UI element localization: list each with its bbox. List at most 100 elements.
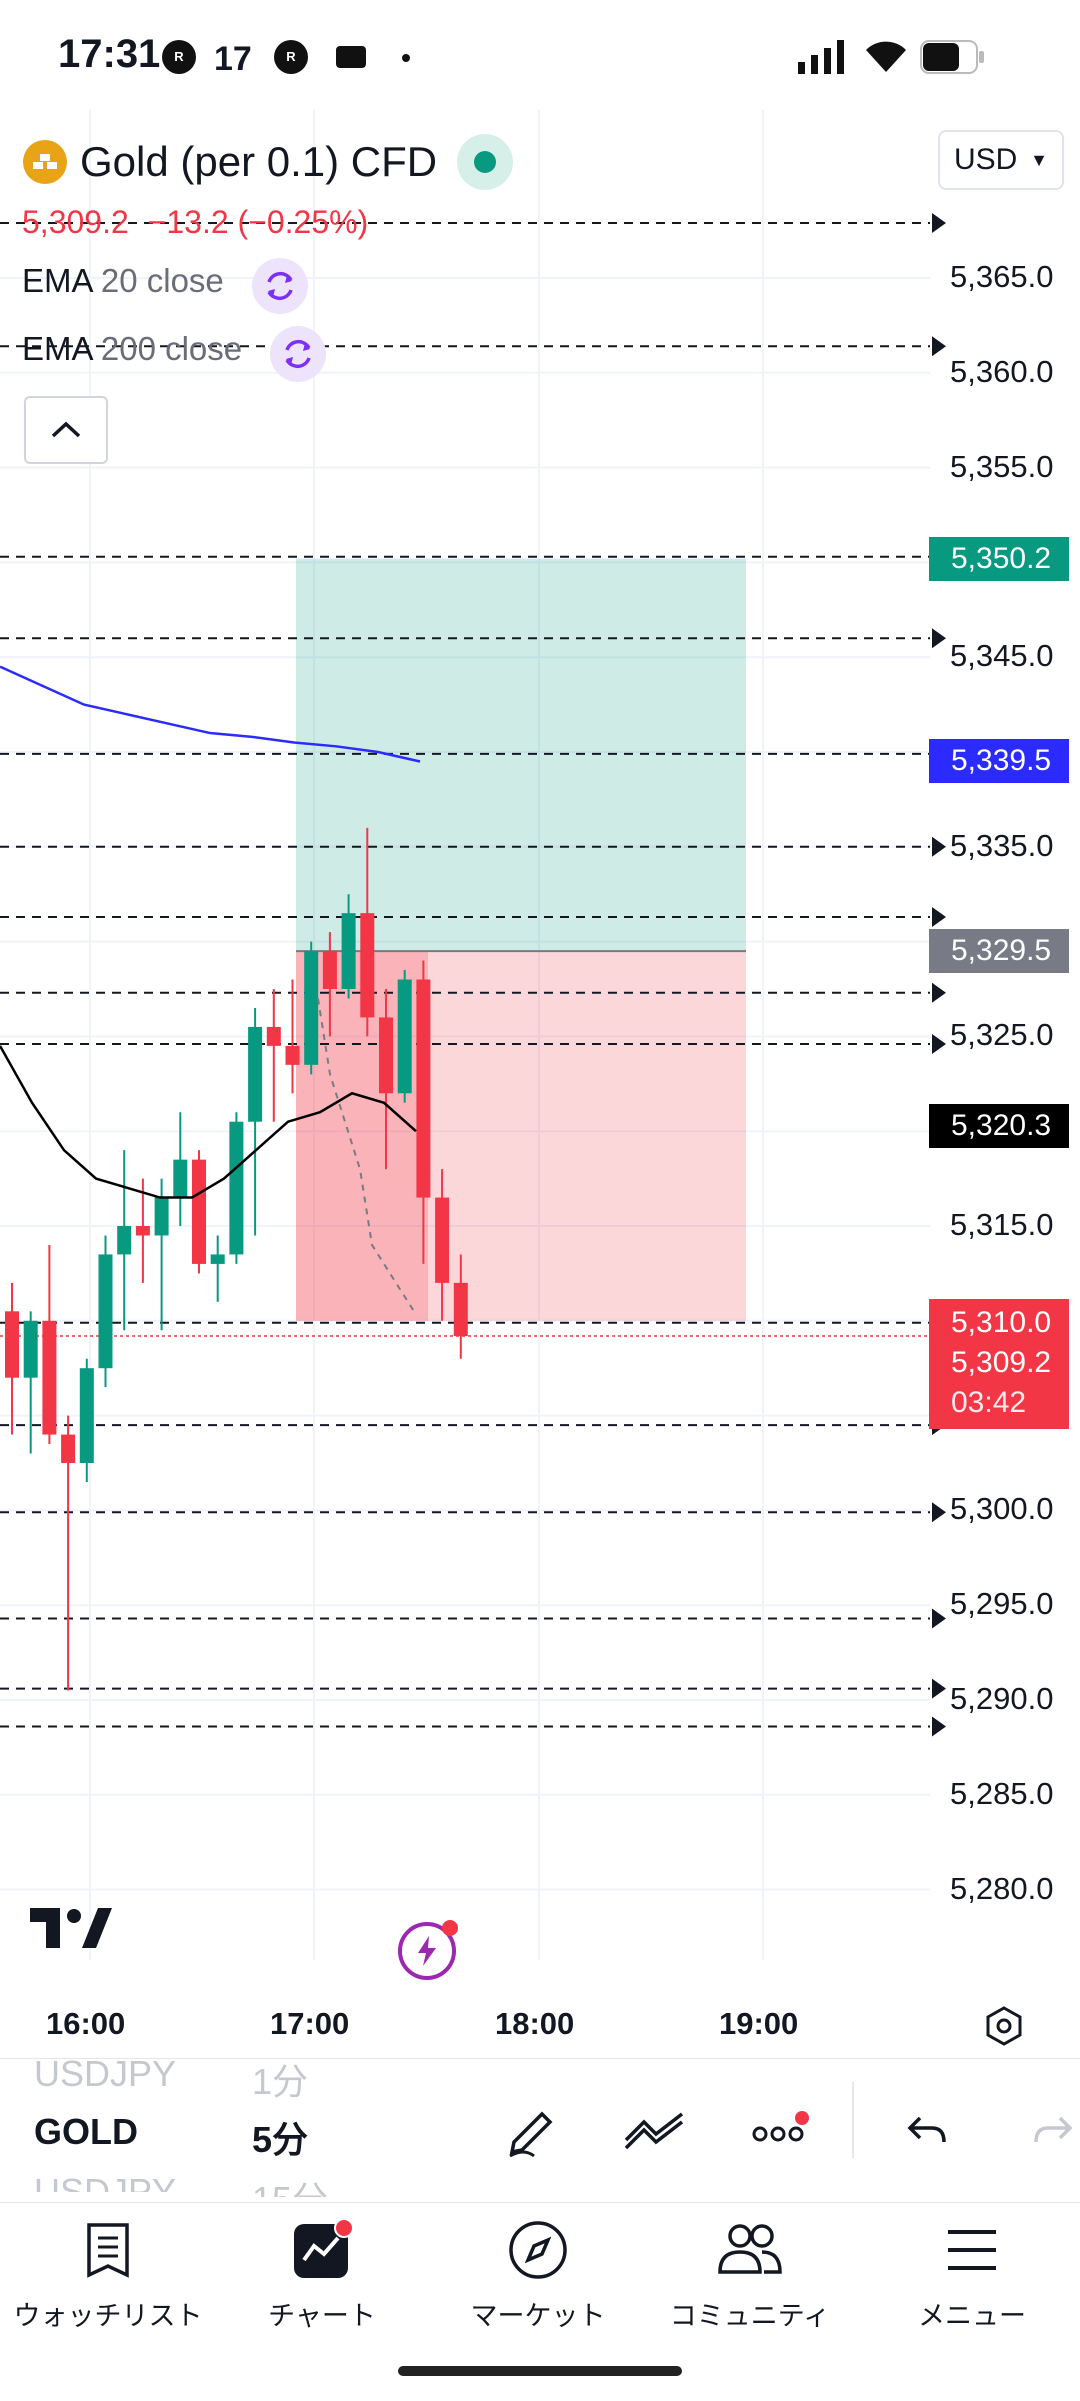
- ema200-line: [0, 665, 421, 763]
- signal-icon: [798, 40, 844, 74]
- alert-arrow-icon[interactable]: [932, 628, 946, 649]
- chart-icon: [290, 2218, 354, 2282]
- timeframe-option[interactable]: 15分: [252, 2179, 329, 2220]
- candle-body: [192, 1159, 206, 1264]
- alert-arrow-icon[interactable]: [932, 836, 946, 857]
- price-tag: 5,309.2: [951, 1345, 1052, 1379]
- price-tick-label: 5,325.0: [950, 1017, 1054, 1053]
- price-tag: 5,329.5: [929, 929, 1069, 974]
- currency-label: USD: [954, 143, 1018, 176]
- nav-market[interactable]: マーケット: [438, 2218, 638, 2333]
- price-tag: 5,310.0: [951, 1305, 1052, 1339]
- notification-dot: [442, 1920, 458, 1936]
- symbol-row[interactable]: Gold (per 0.1) CFD: [22, 132, 514, 192]
- candle-body: [266, 1026, 281, 1046]
- candle-body: [341, 913, 356, 989]
- community-icon: [718, 2218, 782, 2282]
- dot-icon: [402, 54, 410, 62]
- nav-menu[interactable]: メニュー: [872, 2218, 1072, 2333]
- candle-body: [360, 913, 375, 1018]
- current-price-block: 5,310.0 5,309.2 03:42: [929, 1298, 1069, 1429]
- refresh-icon[interactable]: [252, 258, 308, 314]
- indicator-ema20[interactable]: EMA 20 close: [22, 262, 224, 299]
- candle-body: [42, 1320, 57, 1435]
- price-tick-label: 5,315.0: [950, 1207, 1054, 1242]
- last-price: 5,309.2: [22, 204, 129, 240]
- price-tick-label: 5,360.0: [950, 353, 1054, 389]
- candle-body: [135, 1226, 150, 1236]
- battery-icon: [920, 40, 984, 74]
- price-tag: 5,350.2: [929, 536, 1069, 581]
- alert-arrow-icon[interactable]: [932, 1033, 946, 1054]
- alert-arrow-icon[interactable]: [932, 906, 946, 927]
- redo-icon[interactable]: [1030, 2098, 1080, 2162]
- status-time: 17:31: [58, 32, 161, 76]
- indicators-icon[interactable]: [622, 2098, 686, 2162]
- candle-body: [379, 1017, 393, 1094]
- pencil-icon[interactable]: [500, 2098, 564, 2162]
- currency-select[interactable]: USD ▼: [938, 130, 1064, 190]
- nav-community[interactable]: コミュニティ: [650, 2218, 850, 2333]
- collapse-button[interactable]: [24, 396, 108, 464]
- time-tick-label: 19:00: [719, 2006, 799, 2041]
- status-bar: 17:31 R 17 R: [0, 0, 1080, 110]
- home-indicator[interactable]: [398, 2366, 682, 2376]
- compass-icon: [506, 2218, 570, 2282]
- alert-arrow-icon[interactable]: [932, 1716, 946, 1737]
- symbol-name[interactable]: Gold (per 0.1) CFD: [80, 138, 438, 185]
- candle-body: [435, 1197, 450, 1283]
- candle-body: [397, 979, 412, 1094]
- candle-body: [304, 951, 319, 1065]
- alert-arrow-icon[interactable]: [932, 1608, 946, 1629]
- tradingview-icon: 17: [214, 40, 252, 78]
- menu-icon: [940, 2218, 1004, 2282]
- indicator-ema200[interactable]: EMA 200 close: [22, 330, 243, 367]
- candle-body: [117, 1226, 132, 1255]
- market-status-icon[interactable]: [457, 134, 514, 190]
- nav-chart[interactable]: チャート: [222, 2218, 422, 2333]
- price-tick-label: 5,365.0: [950, 259, 1054, 294]
- alert-arrow-icon[interactable]: [932, 213, 946, 234]
- trend-line: [317, 998, 415, 1312]
- r-link-icon: R: [162, 40, 196, 74]
- nav-watchlist[interactable]: ウォッチリスト: [8, 2218, 208, 2333]
- candle-body: [173, 1159, 188, 1198]
- more-icon[interactable]: [748, 2098, 812, 2162]
- settings-hex-icon[interactable]: [984, 2006, 1024, 2046]
- price-tag: 5,320.3: [929, 1103, 1069, 1148]
- symbol-option[interactable]: USDJPY: [34, 2053, 177, 2094]
- candle-body: [322, 951, 337, 989]
- alert-arrow-icon[interactable]: [932, 982, 946, 1003]
- wifi-icon: [866, 41, 906, 72]
- chevron-down-icon: ▼: [1030, 149, 1048, 170]
- timeframe-selected[interactable]: 5分: [252, 2119, 309, 2160]
- time-tick-label: 16:00: [46, 2006, 126, 2041]
- toolbar-divider: [852, 2082, 854, 2158]
- symbol-selected[interactable]: GOLD: [34, 2111, 138, 2152]
- alert-arrow-icon[interactable]: [932, 1502, 946, 1523]
- alert-arrow-icon[interactable]: [932, 336, 946, 357]
- timeframe-option[interactable]: 1分: [252, 2061, 309, 2102]
- tradingview-logo: [30, 1908, 112, 1948]
- candle-body: [416, 979, 431, 1198]
- symbol-option[interactable]: USDJPY: [34, 2171, 177, 2212]
- candle-body: [5, 1311, 19, 1378]
- price-tick-label: 5,295.0: [950, 1586, 1054, 1622]
- ema20-line: [0, 1045, 417, 1199]
- chevron-up-icon: [51, 421, 81, 438]
- price-chart[interactable]: [0, 110, 1080, 1960]
- price-tick-label: 5,285.0: [950, 1775, 1054, 1811]
- price-tick-label: 5,300.0: [950, 1491, 1054, 1527]
- price-tick-label: 5,345.0: [950, 638, 1054, 674]
- candle-body: [23, 1320, 38, 1378]
- r-icon: [336, 46, 366, 68]
- lightning-icon[interactable]: [398, 1920, 458, 1980]
- undo-icon[interactable]: [896, 2098, 960, 2162]
- refresh-icon[interactable]: [270, 326, 326, 382]
- candle-body: [61, 1434, 76, 1463]
- countdown-label: 03:42: [951, 1385, 1027, 1419]
- price-line: 5,309.2 −13.2 (−0.25%): [22, 204, 368, 241]
- alert-arrow-icon[interactable]: [932, 1678, 946, 1699]
- candle-body: [453, 1282, 468, 1336]
- candle-body: [154, 1197, 169, 1236]
